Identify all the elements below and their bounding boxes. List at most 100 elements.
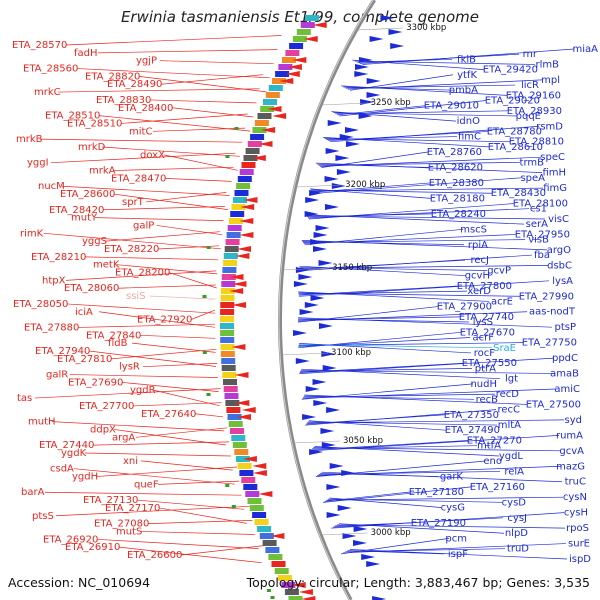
- label-connector: [327, 498, 503, 503]
- feature-block: [220, 288, 235, 294]
- label-connector: [307, 421, 498, 426]
- gene-label: argA: [112, 432, 135, 443]
- gene-label: recD: [496, 389, 520, 400]
- gene-label: amiC: [554, 384, 580, 395]
- feature-arrow-reverse: [267, 106, 282, 112]
- feature-block: [227, 414, 242, 420]
- gene-label: xni: [123, 456, 138, 467]
- feature-arrow-forward: [366, 92, 381, 98]
- feature-block: [243, 155, 258, 161]
- feature-arrow-reverse: [292, 57, 307, 63]
- gene-label: mutS: [116, 526, 142, 537]
- gene-label: ETA_28600: [60, 189, 115, 200]
- gene-labels: ETA_28570fadHygjPETA_28560ETA_28820ETA_2…: [12, 40, 598, 565]
- feature-marker: [202, 295, 207, 298]
- feature-arrow-reverse: [242, 456, 257, 462]
- figure-title: Erwinia tasmaniensis Et1/99, complete ge…: [120, 8, 480, 26]
- gene-label: yggS: [82, 236, 107, 247]
- label-connector: [160, 74, 263, 85]
- feature-block: [222, 372, 237, 378]
- feature-arrow-forward: [329, 463, 344, 469]
- label-connector: [157, 480, 240, 485]
- feature-block: [222, 267, 237, 273]
- gene-label: rocF: [474, 348, 496, 359]
- label-connector: [96, 538, 259, 549]
- label-connector: [343, 86, 455, 91]
- gene-label: ispF: [448, 549, 468, 560]
- feature-arrow-reverse: [270, 533, 285, 539]
- gene-label: gcvH: [465, 271, 490, 282]
- gene-label: ETA_27490: [445, 425, 500, 436]
- feature-arrow-forward: [305, 386, 320, 392]
- feature-arrow-forward: [321, 351, 336, 357]
- feature-arrow-reverse: [234, 372, 249, 378]
- feature-arrow-reverse: [258, 141, 273, 147]
- feature-block: [221, 281, 236, 287]
- gene-label: mpl: [541, 75, 560, 86]
- feature-block: [230, 428, 244, 434]
- feature-block: [245, 491, 260, 497]
- feature-block: [245, 148, 260, 154]
- gene-label: pmbA: [449, 85, 478, 96]
- feature-block: [224, 393, 239, 399]
- gene-label: galR: [46, 370, 68, 381]
- gene-label: nudH: [470, 379, 497, 390]
- feature-arrow-reverse: [239, 232, 254, 238]
- feature-arrow-forward: [309, 190, 324, 196]
- gene-label: visB: [528, 235, 549, 246]
- label-connector: [44, 491, 242, 496]
- label-connector: [149, 295, 216, 300]
- feature-arrow-forward: [320, 428, 335, 434]
- gene-label: ETA_28560: [23, 64, 78, 75]
- feature-arrow-forward: [372, 596, 387, 600]
- feature-block: [221, 365, 236, 371]
- feature-arrow-forward: [345, 127, 359, 133]
- gene-label: trmB: [520, 157, 545, 168]
- gene-label: yggI: [27, 158, 49, 169]
- feature-arrow-reverse: [232, 302, 246, 308]
- feature-arrow-forward: [360, 99, 375, 105]
- label-connector: [101, 146, 241, 157]
- gene-label: ETA_29020: [485, 96, 540, 107]
- label-connector: [352, 59, 485, 70]
- feature-arrow-forward: [358, 113, 373, 119]
- feature-arrow-forward: [355, 64, 369, 70]
- feature-block: [263, 99, 277, 105]
- feature-block: [268, 85, 283, 91]
- gene-label: ETA_27990: [519, 291, 574, 302]
- gene-label: syd: [565, 415, 582, 426]
- feature-block: [281, 57, 296, 63]
- gene-label: rpoS: [566, 523, 589, 534]
- feature-block: [231, 204, 246, 210]
- feature-block: [225, 239, 240, 245]
- feature-marker: [206, 393, 211, 396]
- label-connector: [349, 549, 568, 560]
- gene-label: serA: [526, 219, 548, 230]
- feature-block: [224, 246, 239, 252]
- gene-label: idnO: [457, 116, 480, 127]
- gene-label: ygjP: [136, 56, 157, 67]
- feature-block: [236, 183, 251, 189]
- feature-arrow-reverse: [303, 36, 318, 42]
- gene-label: metK: [93, 260, 120, 271]
- feature-arrow-forward: [310, 295, 325, 301]
- gene-label: ETA_29010: [424, 101, 479, 112]
- label-connector: [132, 402, 222, 407]
- gene-label: acrF: [473, 332, 495, 343]
- gene-label: lysA: [552, 276, 573, 287]
- gene-label: ygdH: [72, 472, 98, 483]
- feature-arrow-forward: [298, 274, 313, 280]
- feature-arrow-forward: [322, 365, 337, 371]
- gene-label: mrkB: [16, 134, 43, 145]
- gene-label: ETA_28400: [118, 103, 173, 114]
- gene-label: ETA_27750: [522, 338, 577, 349]
- feature-arrow-reverse: [235, 400, 250, 406]
- label-connector: [315, 162, 543, 173]
- label-connector: [102, 206, 225, 211]
- gene-label: ispD: [569, 554, 591, 565]
- feature-block: [254, 519, 269, 525]
- feature-arrow-reverse: [301, 596, 316, 600]
- tick-mark: [320, 102, 368, 106]
- feature-block: [234, 190, 249, 196]
